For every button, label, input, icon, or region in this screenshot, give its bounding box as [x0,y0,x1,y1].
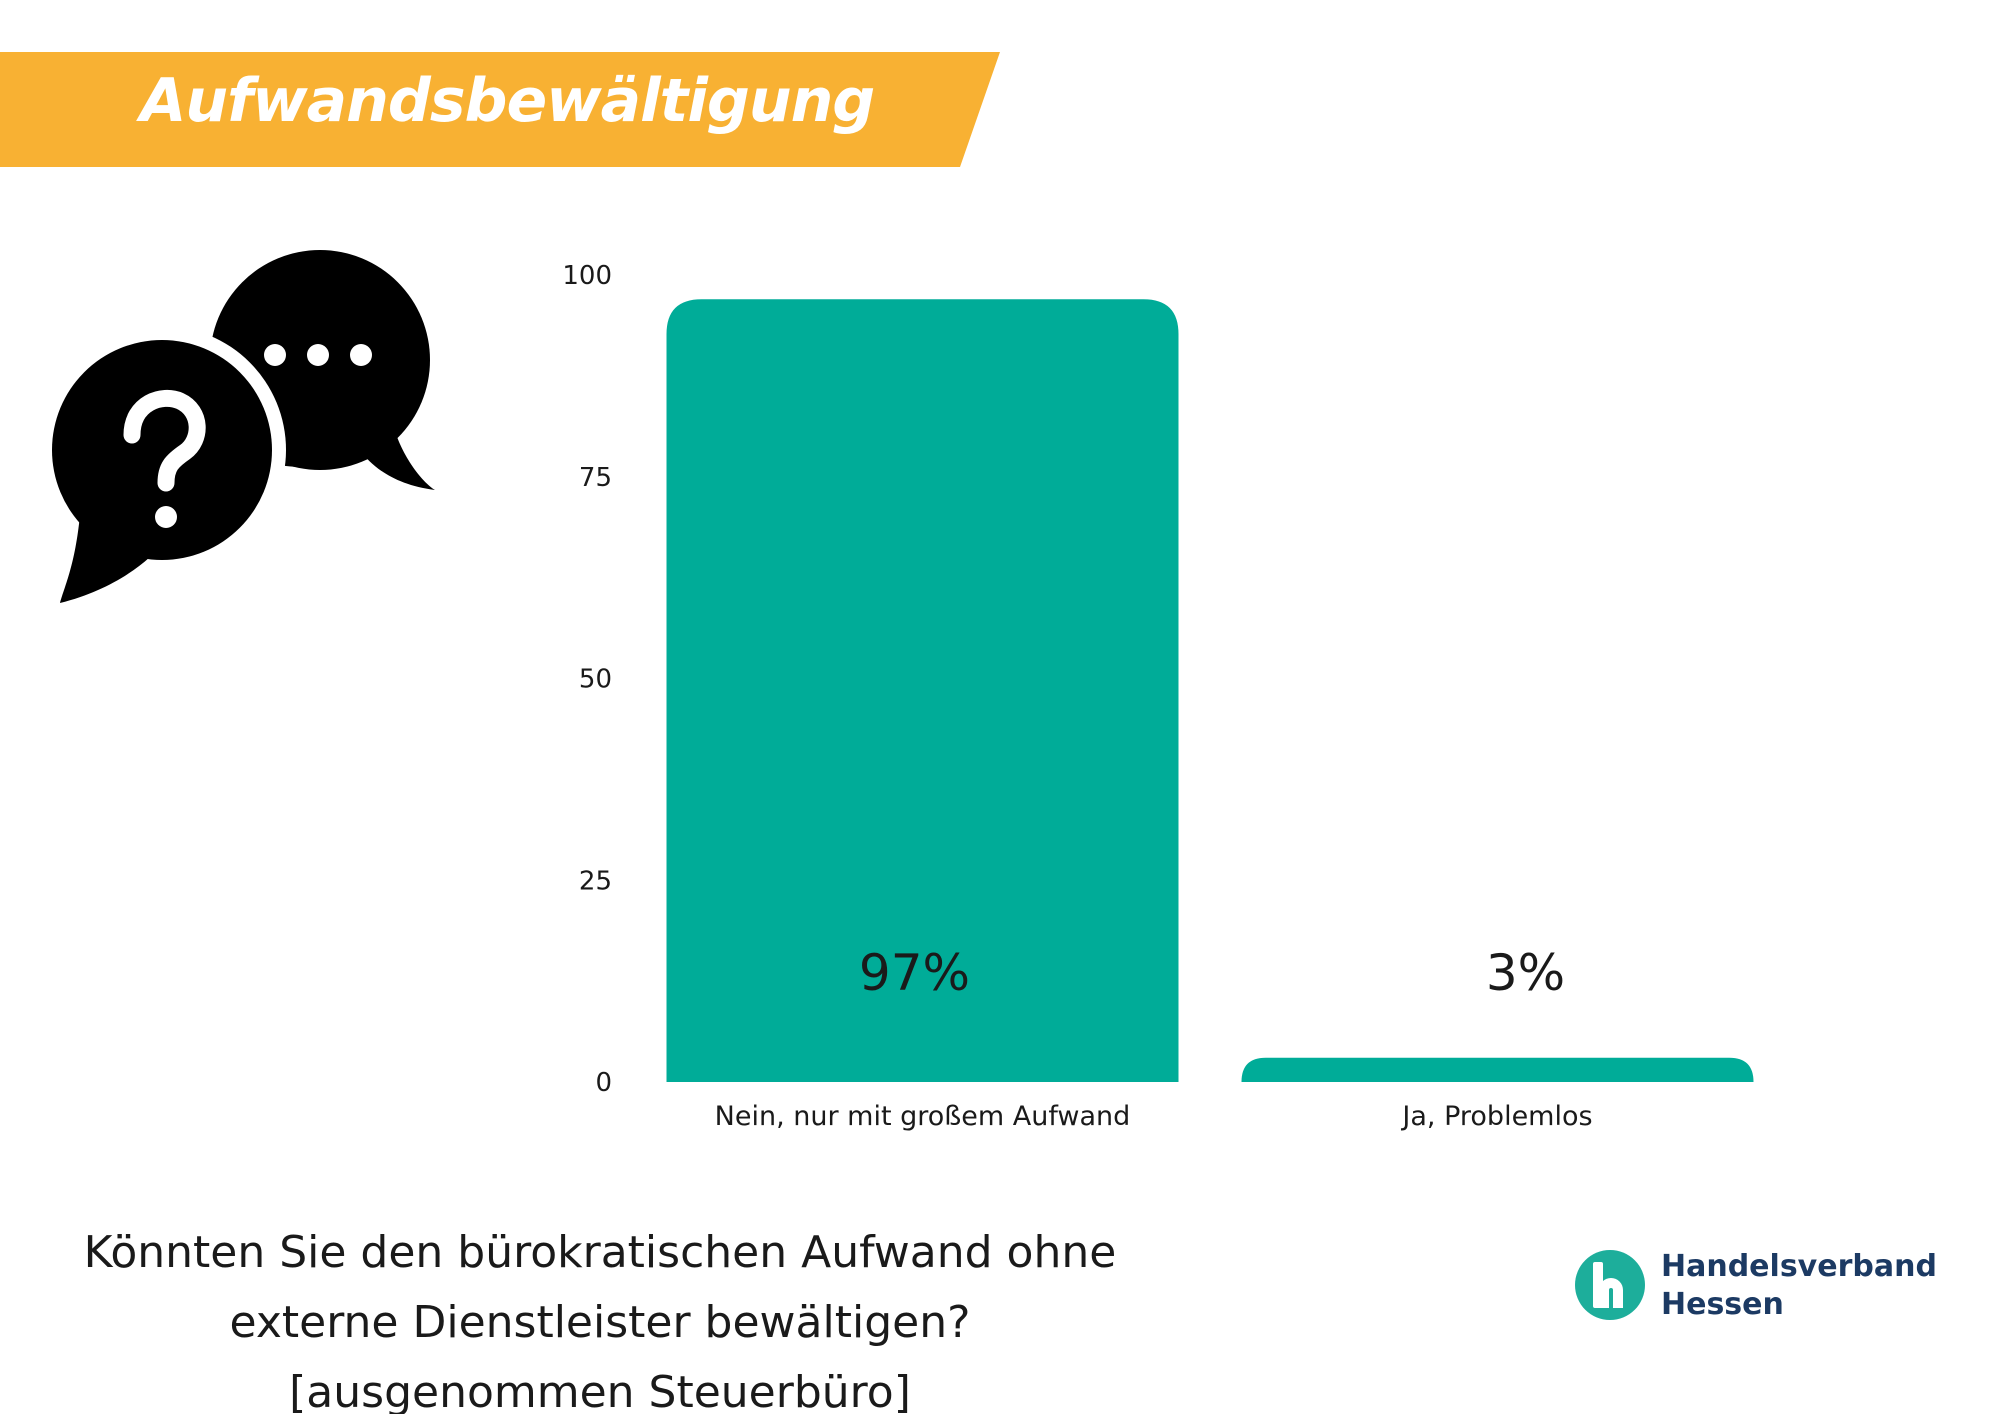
bar-2 [1241,1057,1754,1082]
chat-bubbles-question-ellipsis-icon [50,250,435,603]
y-tick-label: 25 [579,866,612,896]
y-tick-label: 75 [579,463,612,493]
x-category-label: Ja, Problemlos [1400,1101,1592,1132]
question-line-3: [ausgenommen Steuerbüro] [289,1367,911,1414]
data-label: 97% [859,944,970,1002]
x-axis: Nein, nur mit großem Aufwand Ja, Probleml… [715,1101,1593,1132]
bars: 97% 3% [666,299,1754,1083]
y-tick-label: 50 [579,665,612,695]
title-banner [0,52,1000,167]
h-logo-icon [1575,1250,1645,1320]
data-label: 3% [1486,944,1565,1002]
brand-name: Handelsverband Hessen [1661,1248,1937,1324]
question-line-2: externe Dienstleister bewältigen? [229,1297,971,1348]
page-title: Aufwandsbewältigung [140,66,875,136]
bar-1 [666,299,1179,1083]
x-category-label: Nein, nur mit großem Aufwand [715,1101,1131,1132]
question-line-1: Könnten Sie den bürokratischen Aufwand o… [83,1227,1117,1278]
bar-chart: 0 25 50 75 100 97% 3% Nein, nur mit großem Au… [562,261,1754,1132]
survey-question: Könnten Sie den bürokratischen Aufwand o… [40,1218,1160,1414]
brand-logo: Handelsverband Hessen [1575,1248,1937,1328]
brand-name-line-2: Hessen [1661,1287,1784,1322]
y-tick-label: 100 [562,261,612,291]
brand-name-line-1: Handelsverband [1661,1249,1937,1284]
y-axis: 0 25 50 75 100 [562,261,612,1098]
y-tick-label: 0 [595,1068,612,1098]
